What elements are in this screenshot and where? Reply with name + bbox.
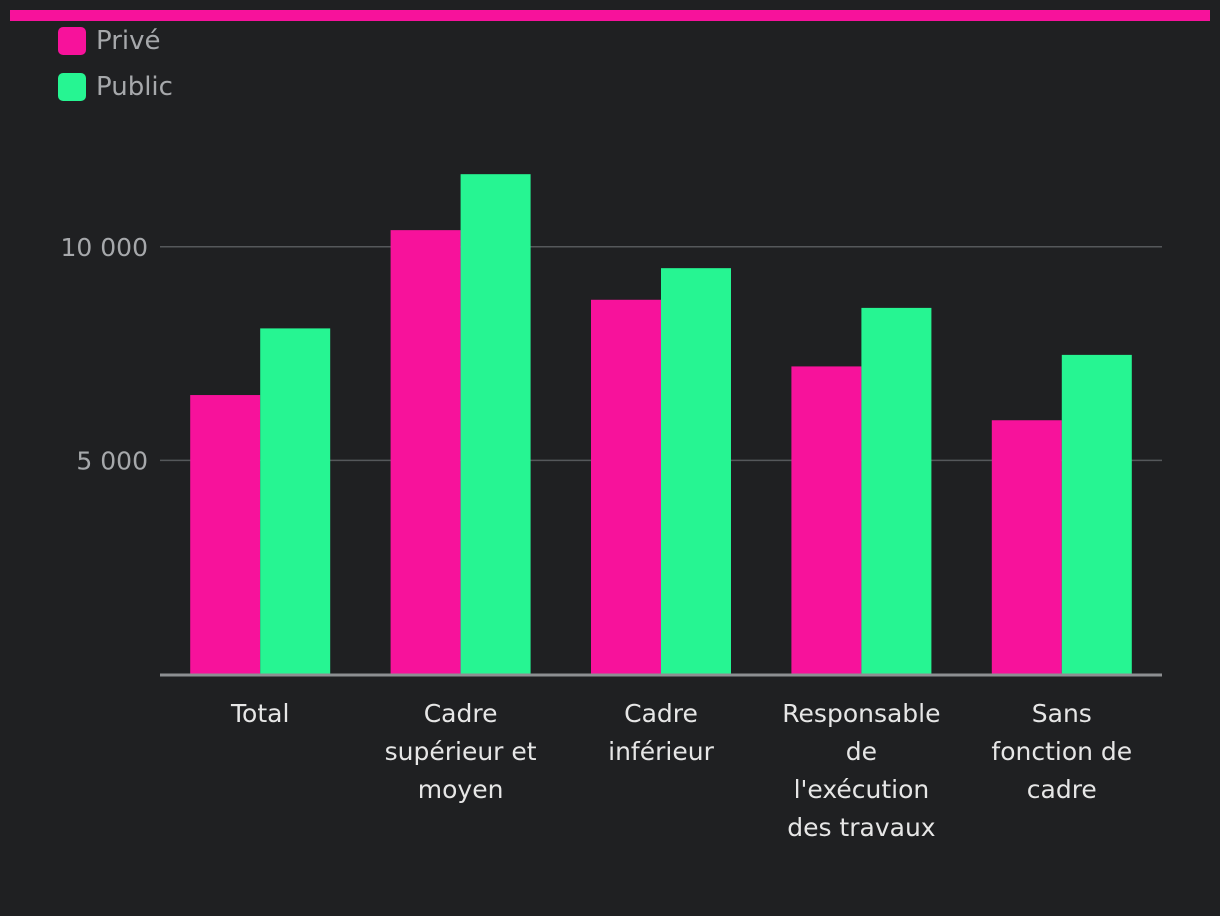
y-tick-label-0: 5 000 bbox=[76, 446, 148, 475]
bar-public-4 bbox=[1061, 354, 1132, 674]
legend-label-public: Public bbox=[96, 72, 173, 102]
x-category-label-3: Responsable de l'exécution des travaux bbox=[782, 699, 940, 842]
legend-item-prive[interactable]: Privé bbox=[58, 26, 173, 56]
legend-swatch-prive bbox=[58, 27, 86, 55]
legend-swatch-public bbox=[58, 73, 86, 101]
accent-top-bar bbox=[10, 10, 1210, 21]
bar-public-3 bbox=[861, 307, 932, 674]
bar-prive-4 bbox=[991, 420, 1062, 674]
x-category-label-0: Total bbox=[230, 699, 289, 728]
legend: Privé Public bbox=[58, 26, 173, 118]
legend-label-prive: Privé bbox=[96, 26, 161, 56]
bar-prive-1 bbox=[390, 230, 461, 674]
x-category-label-1: Cadre supérieur et moyen bbox=[385, 699, 537, 804]
bar-prive-0 bbox=[190, 395, 261, 674]
x-category-label-4: Sans fonction de cadre bbox=[991, 699, 1132, 804]
bar-public-1 bbox=[460, 174, 531, 674]
y-tick-label-1: 10 000 bbox=[61, 233, 148, 262]
bar-public-0 bbox=[260, 328, 331, 674]
bar-prive-3 bbox=[791, 366, 862, 674]
x-category-label-2: Cadre inférieur bbox=[608, 699, 714, 766]
legend-item-public[interactable]: Public bbox=[58, 72, 173, 102]
bar-public-2 bbox=[661, 268, 731, 674]
bar-prive-2 bbox=[591, 299, 661, 674]
